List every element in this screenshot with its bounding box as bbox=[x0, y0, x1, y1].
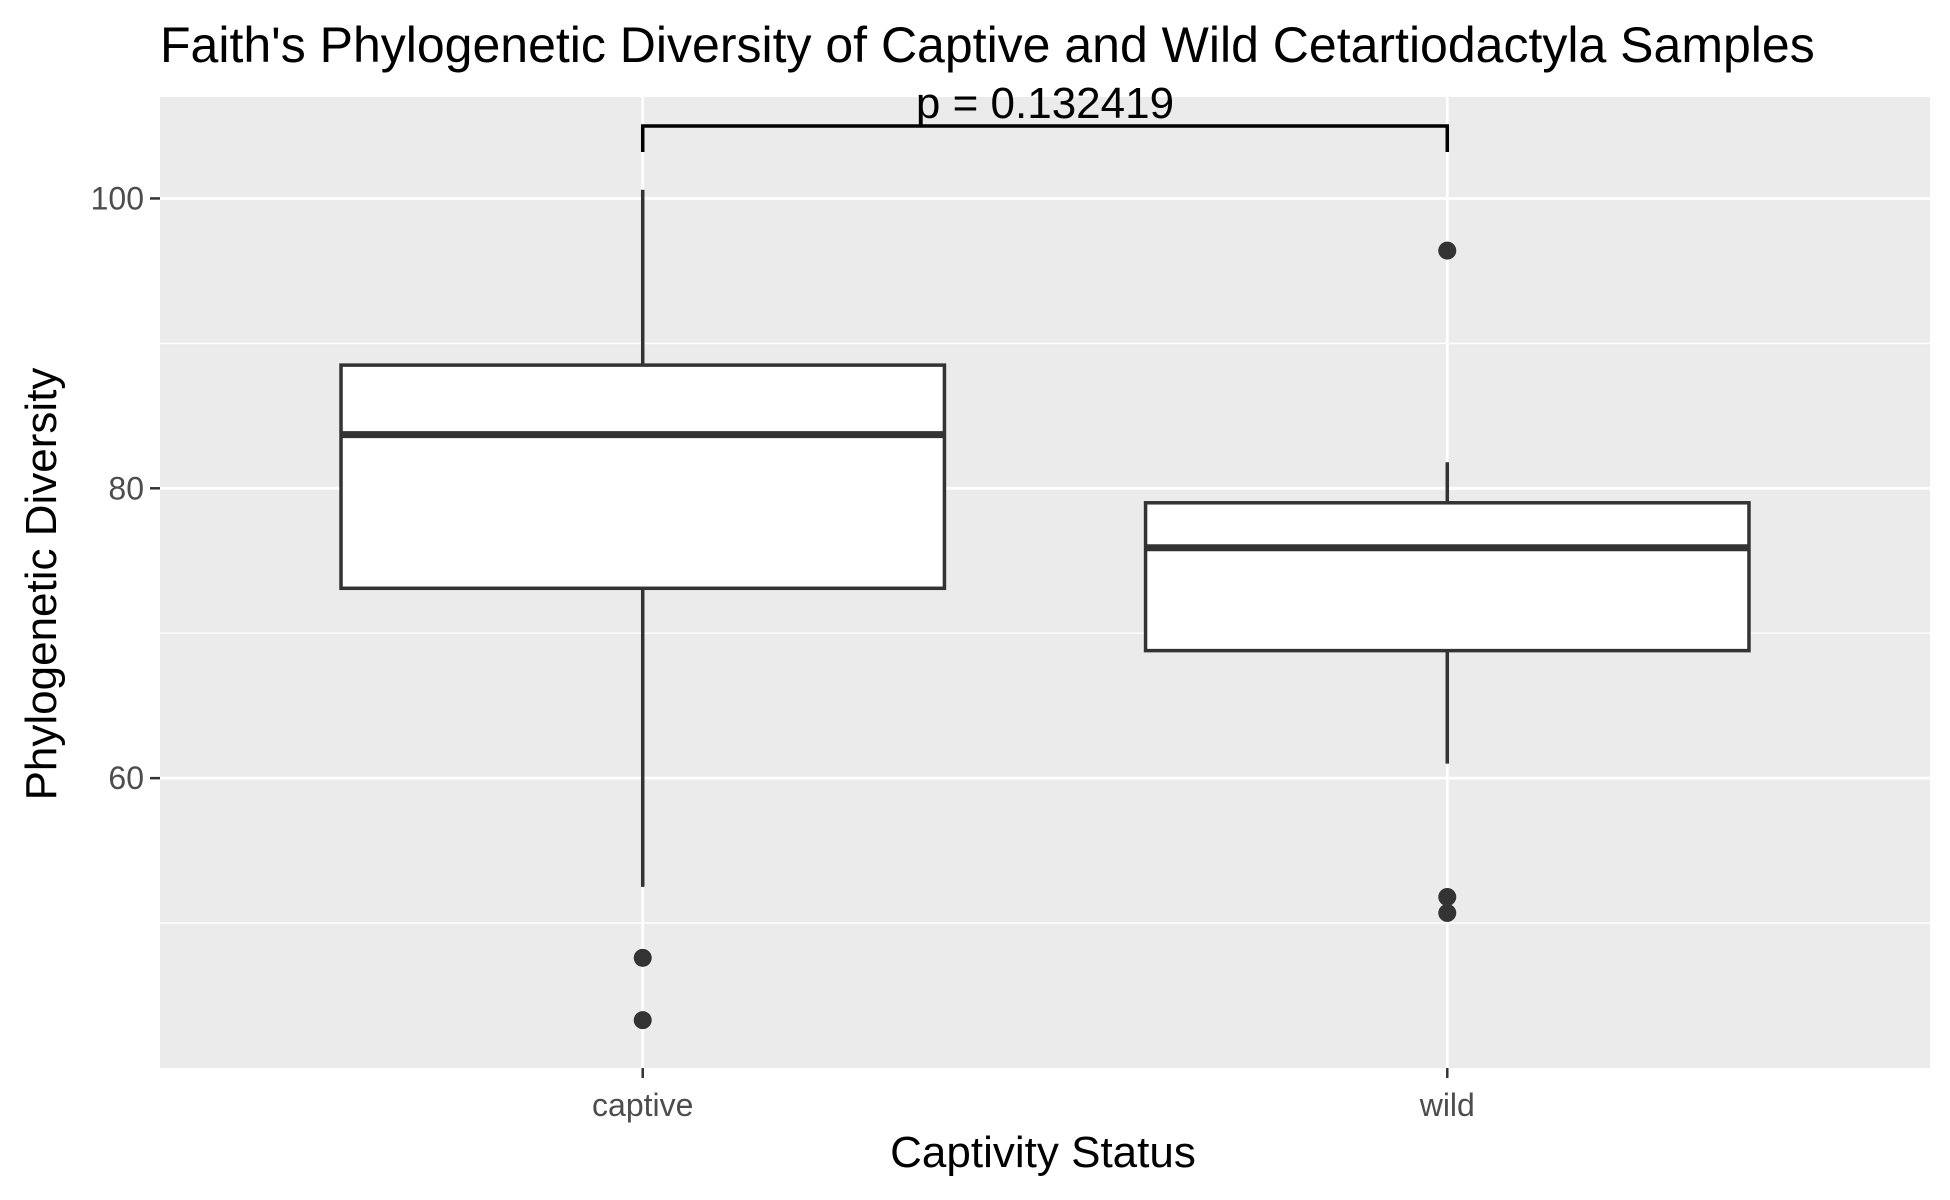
y-axis: 60 80 100 bbox=[91, 180, 160, 796]
p-value-label: p = 0.132419 bbox=[916, 79, 1174, 128]
outlier-point bbox=[633, 1011, 652, 1030]
outlier-point bbox=[1438, 903, 1457, 922]
outlier-point bbox=[1438, 887, 1457, 906]
y-tick-label: 80 bbox=[108, 470, 144, 506]
box-wild bbox=[1143, 241, 1751, 922]
box-iqr bbox=[339, 363, 947, 591]
x-axis-title: Captivity Status bbox=[890, 1128, 1196, 1177]
y-axis-title: Phylogenetic Diversity bbox=[17, 368, 66, 801]
x-tick-label: captive bbox=[592, 1087, 693, 1123]
significance-annotation: p = 0.132419 bbox=[640, 79, 1450, 152]
y-tick-label: 100 bbox=[91, 180, 144, 216]
y-tick-label: 60 bbox=[108, 760, 144, 796]
outlier-point bbox=[633, 948, 652, 967]
box-iqr bbox=[1143, 501, 1751, 653]
x-axis: captive wild bbox=[592, 1068, 1475, 1123]
outlier-point bbox=[1438, 241, 1457, 260]
box-captive bbox=[339, 189, 947, 1030]
significance-bracket bbox=[640, 124, 1450, 152]
boxes bbox=[339, 189, 1751, 1030]
x-tick-label: wild bbox=[1419, 1087, 1475, 1123]
chart-title: Faith's Phylogenetic Diversity of Captiv… bbox=[160, 17, 1815, 73]
